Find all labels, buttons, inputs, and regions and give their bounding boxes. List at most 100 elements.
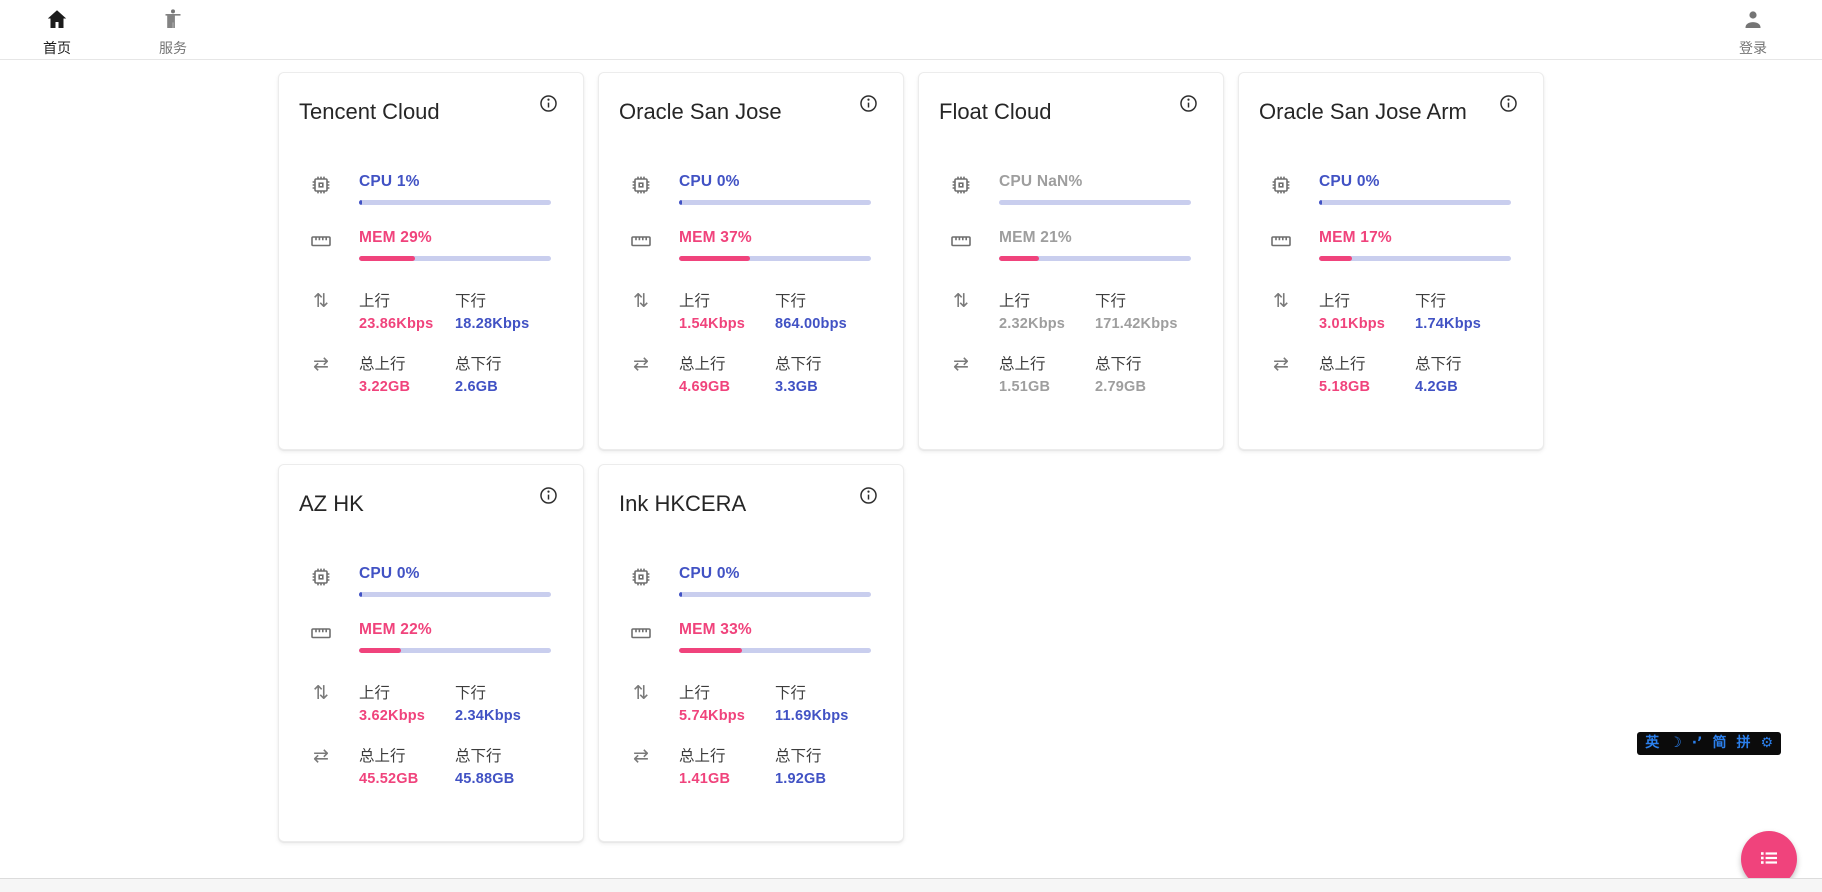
server-card-oracle-san-jose: Oracle San Jose CPU 0% MEM 37% <box>598 72 904 450</box>
download-label: 下行 <box>775 293 807 310</box>
total-traffic-icon: ⇄ <box>953 353 969 375</box>
mem-progress-bar <box>359 648 551 653</box>
cpu-progress-bar <box>359 592 551 597</box>
top-navigation-bar: 首页 服务 登录 <box>0 0 1822 60</box>
download-speed-value: 18.28Kbps <box>455 316 530 332</box>
cpu-icon <box>629 173 653 202</box>
network-speed-icon: ⇅ <box>633 682 649 704</box>
cpu-usage-label: CPU 0% <box>679 173 740 190</box>
total-download-label: 总下行 <box>775 356 822 373</box>
cpu-icon <box>1269 173 1293 202</box>
download-speed-value: 2.34Kbps <box>455 708 522 724</box>
total-upload-label: 总上行 <box>999 356 1046 373</box>
mem-progress-bar <box>1319 256 1511 261</box>
download-label: 下行 <box>1095 293 1127 310</box>
mem-usage-label: MEM 29% <box>359 229 432 246</box>
total-upload-value: 1.41GB <box>679 771 731 787</box>
total-upload-label: 总上行 <box>359 356 406 373</box>
total-upload-value: 45.52GB <box>359 771 419 787</box>
network-speed-icon: ⇅ <box>1273 290 1289 312</box>
mem-progress-bar <box>359 256 551 261</box>
server-name: Oracle San Jose <box>619 99 782 124</box>
server-card-oracle-san-jose-arm: Oracle San Jose Arm CPU 0% MEM <box>1238 72 1544 450</box>
total-download-label: 总下行 <box>1095 356 1142 373</box>
total-upload-value: 5.18GB <box>1319 379 1371 395</box>
download-speed-value: 1.74Kbps <box>1415 316 1482 332</box>
total-upload-label: 总上行 <box>359 748 406 765</box>
upload-label: 上行 <box>679 293 711 310</box>
ime-pinyin-toggle[interactable]: 拼 <box>1736 735 1751 751</box>
total-upload-label: 总上行 <box>679 748 726 765</box>
upload-label: 上行 <box>1319 293 1351 310</box>
ime-simplified-toggle[interactable]: 简 <box>1712 735 1727 751</box>
cpu-usage-label: CPU NaN% <box>999 173 1083 190</box>
cpu-progress-bar <box>679 200 871 205</box>
server-name: AZ HK <box>299 491 364 516</box>
total-download-label: 总下行 <box>455 748 502 765</box>
cpu-icon <box>949 173 973 202</box>
network-speed-icon: ⇅ <box>633 290 649 312</box>
server-list-fab[interactable] <box>1741 831 1797 887</box>
info-icon[interactable] <box>1498 93 1519 114</box>
cpu-progress-bar <box>359 200 551 205</box>
server-card-az-hk: AZ HK CPU 0% MEM 22% <box>278 464 584 842</box>
total-upload-label: 总上行 <box>1319 356 1366 373</box>
upload-speed-value: 3.62Kbps <box>359 708 426 724</box>
list-icon <box>1757 846 1781 873</box>
nav-item-label: 登录 <box>1739 40 1767 56</box>
memory-icon <box>629 229 653 258</box>
mem-usage-label: MEM 22% <box>359 621 432 638</box>
download-speed-value: 171.42Kbps <box>1095 316 1178 332</box>
nav-item-label: 首页 <box>43 40 71 56</box>
info-icon[interactable] <box>1178 93 1199 114</box>
download-label: 下行 <box>775 685 807 702</box>
ime-moon-icon[interactable]: ☽ <box>1669 735 1682 751</box>
info-icon[interactable] <box>858 93 879 114</box>
nav-item-label: 服务 <box>159 40 187 56</box>
network-speed-icon: ⇅ <box>953 290 969 312</box>
upload-speed-value: 1.54Kbps <box>679 316 746 332</box>
cpu-icon <box>309 565 333 594</box>
cpu-icon <box>629 565 653 594</box>
server-name: Ink HKCERA <box>619 491 747 516</box>
nav-item-services[interactable]: 服务 <box>144 1 202 58</box>
mem-progress-bar <box>679 256 871 261</box>
memory-icon <box>1269 229 1293 258</box>
memory-icon <box>309 621 333 650</box>
nav-item-home[interactable]: 首页 <box>28 1 86 58</box>
mem-usage-label: MEM 17% <box>1319 229 1392 246</box>
cpu-icon <box>309 173 333 202</box>
server-card-tencent-cloud: Tencent Cloud CPU 1% MEM 29% <box>278 72 584 450</box>
info-icon[interactable] <box>858 485 879 506</box>
ime-punctuation-toggle[interactable]: ·’ <box>1691 735 1703 751</box>
total-download-value: 45.88GB <box>455 771 515 787</box>
ime-language-toggle[interactable]: 英 <box>1645 735 1660 751</box>
total-upload-value: 1.51GB <box>999 379 1051 395</box>
mem-usage-label: MEM 37% <box>679 229 752 246</box>
memory-icon <box>949 229 973 258</box>
ime-settings-icon[interactable]: ⚙ <box>1760 735 1773 751</box>
server-name: Float Cloud <box>939 99 1052 124</box>
upload-speed-value: 5.74Kbps <box>679 708 746 724</box>
ime-toolbar: 英 ☽ ·’ 简 拼 ⚙ <box>1637 732 1781 755</box>
upload-label: 上行 <box>359 293 391 310</box>
info-icon[interactable] <box>538 485 559 506</box>
cpu-progress-bar <box>1319 200 1511 205</box>
total-download-label: 总下行 <box>775 748 822 765</box>
nav-item-login[interactable]: 登录 <box>1724 1 1782 58</box>
cpu-usage-label: CPU 0% <box>1319 173 1380 190</box>
cpu-progress-bar <box>679 592 871 597</box>
home-icon <box>45 7 69 36</box>
info-icon[interactable] <box>538 93 559 114</box>
download-label: 下行 <box>455 685 487 702</box>
mem-progress-bar <box>679 648 871 653</box>
total-traffic-icon: ⇄ <box>313 353 329 375</box>
total-download-value: 3.3GB <box>775 379 818 395</box>
total-download-value: 2.6GB <box>455 379 498 395</box>
total-traffic-icon: ⇄ <box>633 745 649 767</box>
cpu-usage-label: CPU 1% <box>359 173 420 190</box>
network-speed-icon: ⇅ <box>313 682 329 704</box>
download-speed-value: 11.69Kbps <box>775 708 849 724</box>
cpu-usage-label: CPU 0% <box>679 565 740 582</box>
footer-strip <box>0 878 1822 892</box>
